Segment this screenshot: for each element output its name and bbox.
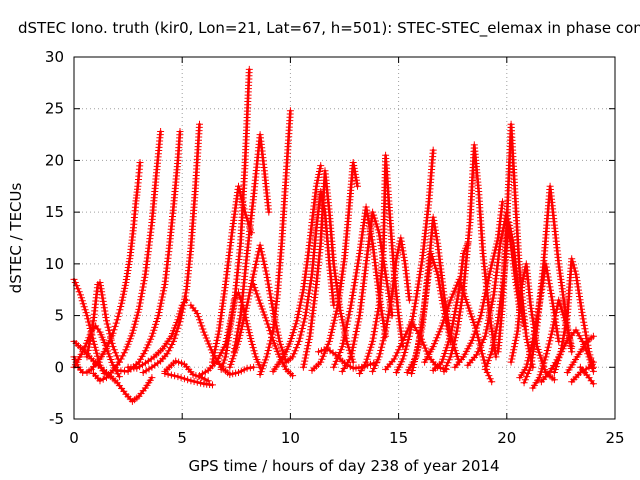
- series-markers: [70, 159, 144, 376]
- x-tick-labels: 0 5 10 15 20 25: [69, 429, 624, 447]
- series-21: [299, 167, 357, 371]
- x-axis-label: GPS time / hours of day 238 of year 2014: [189, 457, 500, 475]
- series-markers: [529, 296, 576, 392]
- data-series: [70, 65, 597, 405]
- series-13: [209, 182, 255, 366]
- series-18: [256, 107, 294, 378]
- series-markers: [494, 120, 537, 371]
- series-4: [83, 279, 123, 366]
- series-markers: [563, 332, 597, 376]
- series-markers: [440, 141, 500, 375]
- x-tick-label: 5: [177, 429, 187, 447]
- y-tick-label: 5: [54, 307, 64, 325]
- y-tick-label: 30: [45, 48, 64, 66]
- series-markers: [369, 234, 413, 375]
- series-5: [90, 128, 165, 385]
- y-tick-label: 20: [45, 151, 64, 169]
- series-27: [369, 234, 413, 375]
- series-47: [576, 363, 597, 388]
- series-line: [126, 298, 188, 370]
- axis-ticks: [73, 56, 616, 420]
- series-38: [494, 120, 537, 371]
- series-15: [226, 241, 290, 371]
- series-44: [550, 255, 597, 376]
- series-markers: [209, 182, 255, 366]
- x-tick-label: 0: [69, 429, 79, 447]
- series-35: [451, 198, 506, 371]
- series-20: [282, 188, 338, 366]
- series-markers: [282, 188, 338, 366]
- chart-title: dSTEC Iono. truth (kir0, Lon=21, Lat=67,…: [18, 19, 640, 38]
- y-axis-label: dSTEC / TECUs: [7, 182, 25, 293]
- series-markers: [429, 239, 472, 374]
- y-tick-labels: -5 0 5 10 15 20 25 30: [45, 48, 64, 428]
- plot-frame: [73, 56, 616, 420]
- x-tick-label: 10: [281, 429, 300, 447]
- series-markers: [576, 363, 597, 388]
- series-6: [113, 128, 184, 375]
- series-markers: [139, 120, 203, 376]
- series-markers: [520, 182, 576, 387]
- series-markers: [256, 107, 294, 378]
- y-tick-label: 10: [45, 255, 64, 273]
- series-markers: [90, 128, 165, 385]
- x-tick-label: 25: [605, 429, 624, 447]
- series-markers: [392, 146, 437, 376]
- series-29: [392, 146, 437, 376]
- series-markers: [330, 203, 390, 371]
- series-markers: [226, 241, 290, 371]
- series-markers: [550, 255, 597, 376]
- series-23: [308, 159, 361, 374]
- y-tick-label: -5: [49, 410, 64, 428]
- series-markers: [113, 128, 184, 375]
- series-markers: [161, 370, 216, 389]
- x-tick-label: 15: [389, 429, 408, 447]
- series-markers: [230, 131, 273, 356]
- y-tick-label: 15: [45, 203, 64, 221]
- series-16: [230, 131, 273, 356]
- series-19: [269, 162, 325, 375]
- series-10: [161, 370, 216, 389]
- series-markers: [308, 159, 361, 374]
- series-markers: [269, 162, 325, 375]
- series-markers: [299, 167, 357, 371]
- y-tick-label: 25: [45, 100, 64, 118]
- series-1: [70, 159, 144, 376]
- series-31: [408, 250, 454, 377]
- series-markers: [451, 198, 506, 371]
- series-markers: [83, 279, 123, 366]
- y-tick-label: 0: [54, 358, 64, 376]
- x-tick-label: 20: [497, 429, 516, 447]
- series-45: [563, 332, 597, 376]
- series-8: [139, 120, 203, 376]
